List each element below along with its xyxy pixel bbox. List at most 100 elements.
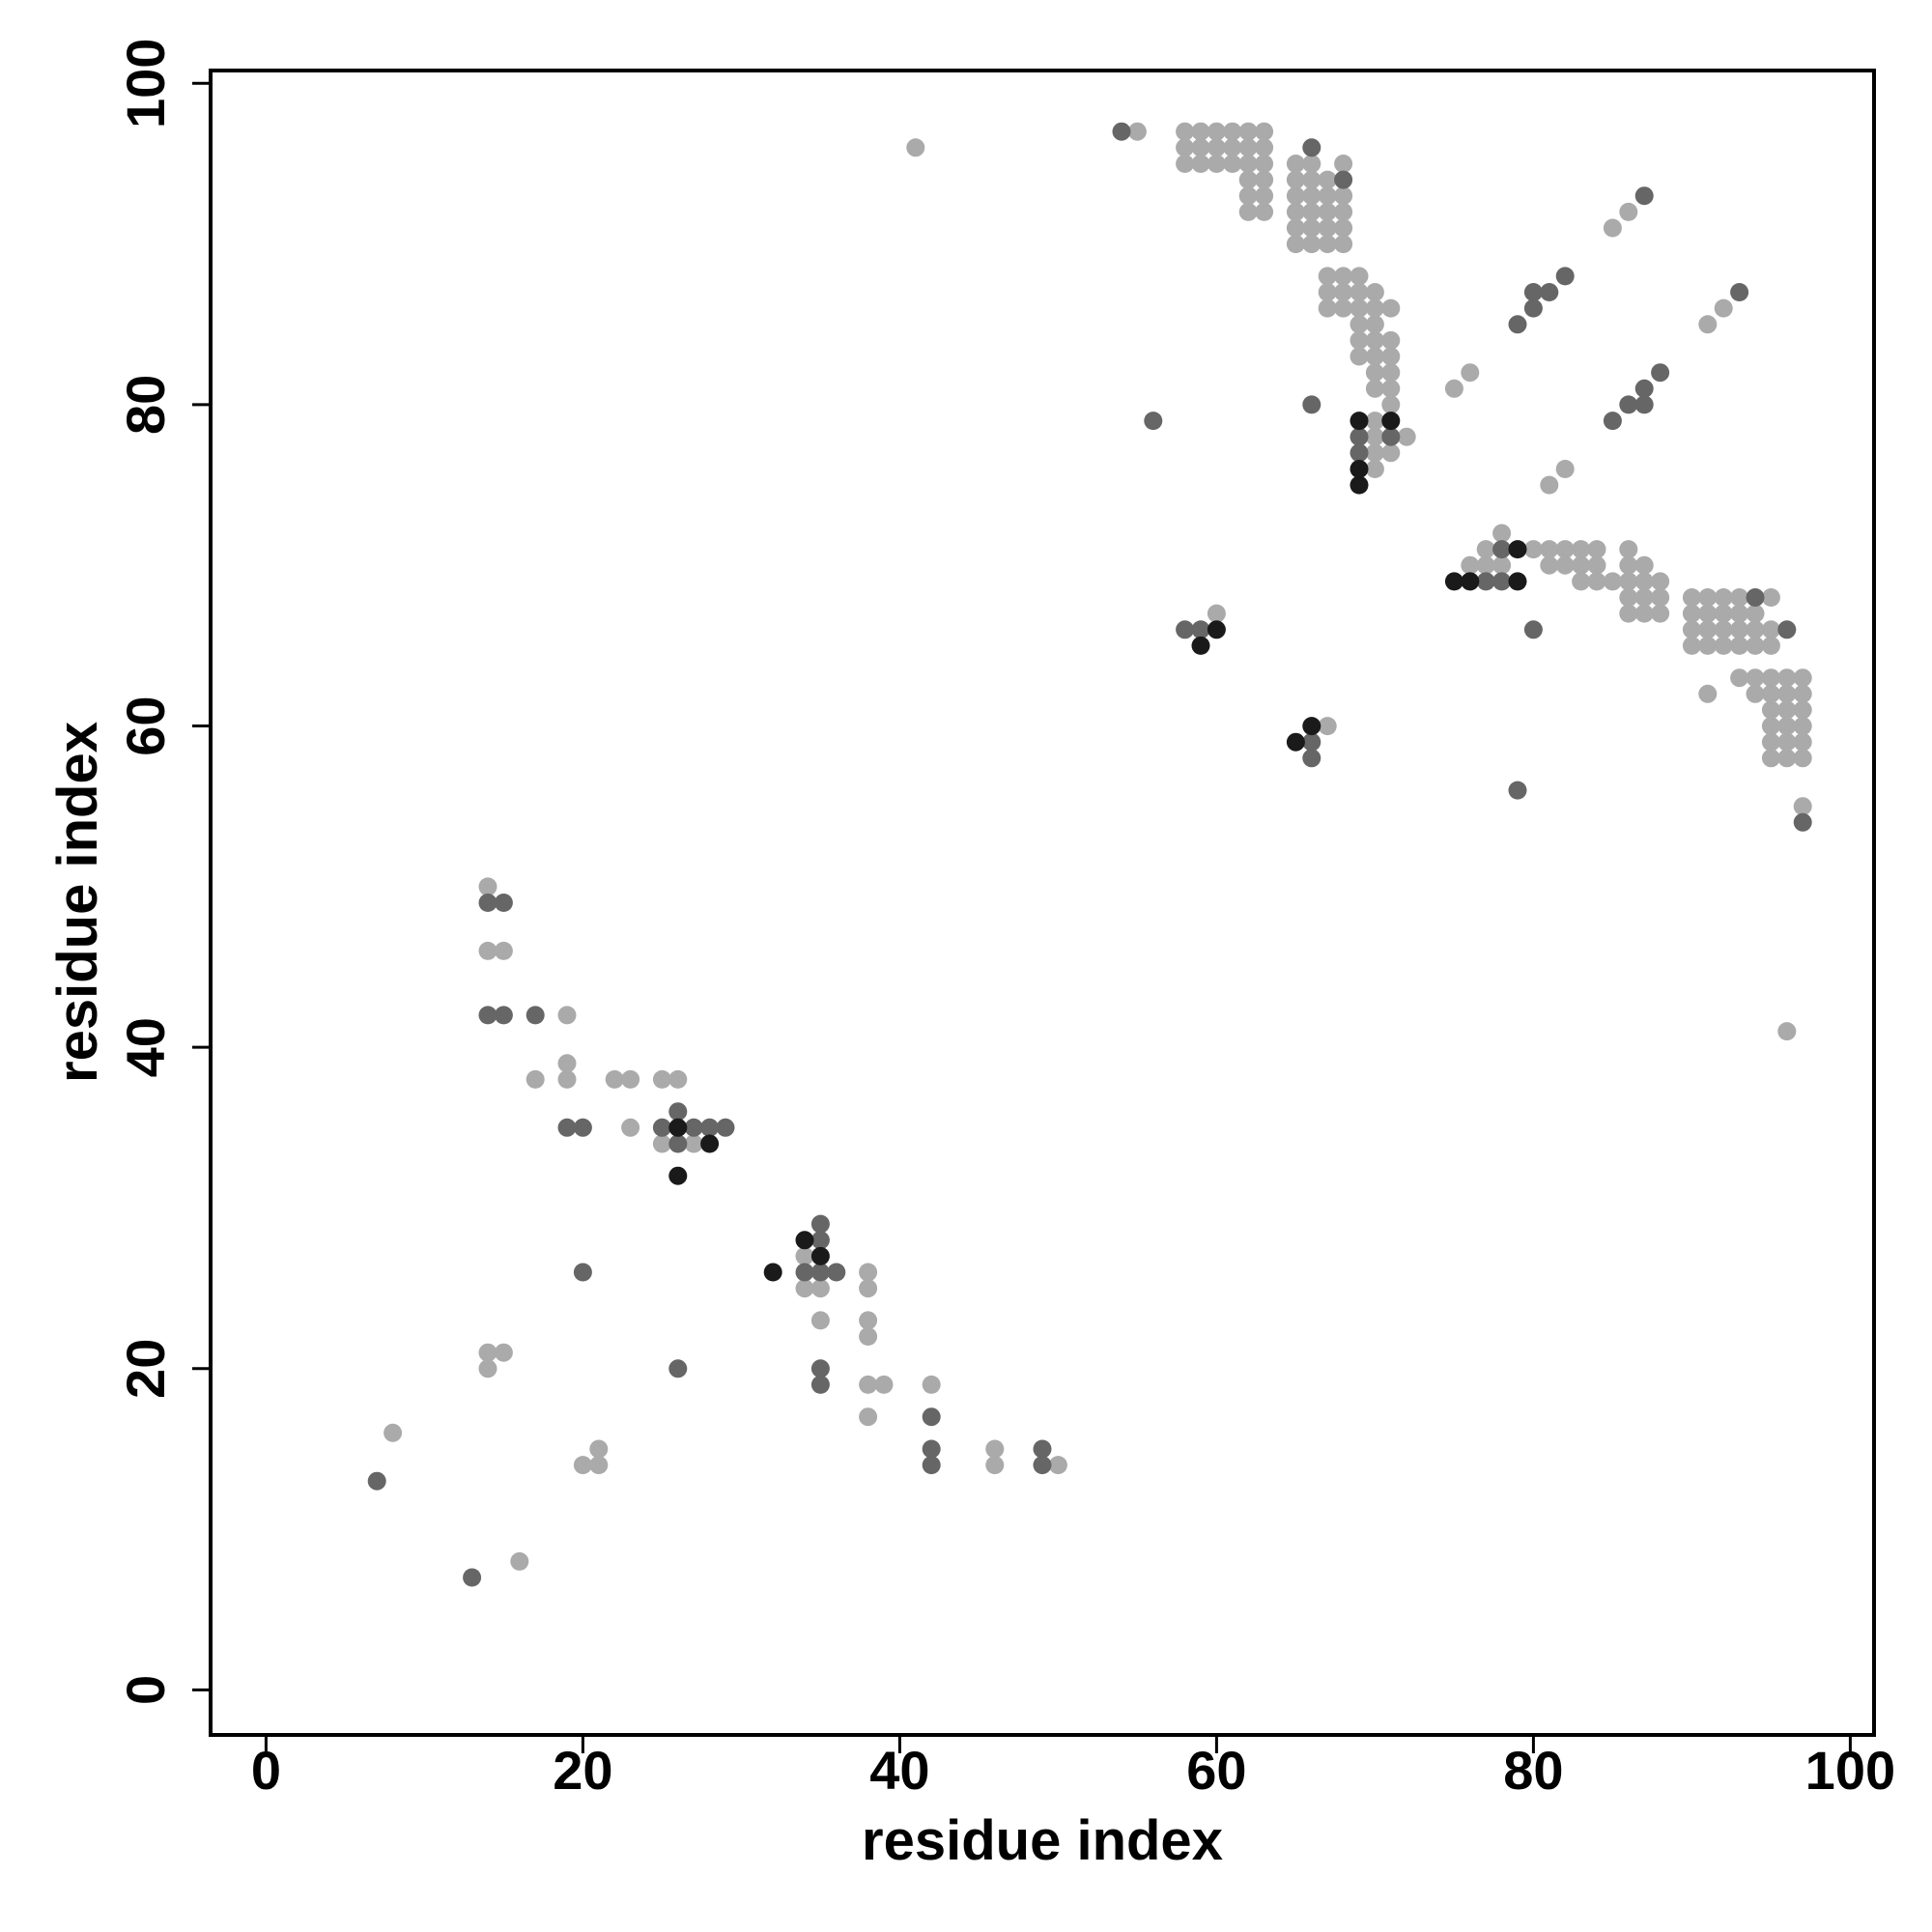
contact-point — [1698, 588, 1718, 607]
contact-point — [1793, 717, 1812, 736]
contact-point — [1191, 122, 1210, 141]
contact-point — [1572, 540, 1591, 559]
contact-point — [526, 1006, 545, 1025]
contact-point — [1112, 122, 1131, 141]
contact-point — [1746, 684, 1765, 703]
contact-point — [827, 1263, 846, 1282]
contact-point — [1381, 363, 1401, 383]
contact-point — [1334, 235, 1353, 254]
contact-point — [557, 1069, 577, 1089]
contact-point — [1634, 186, 1654, 206]
contact-point — [605, 1069, 624, 1089]
contact-point — [1793, 668, 1812, 688]
contact-point — [859, 1407, 878, 1427]
contact-point — [1698, 684, 1718, 703]
contact-point — [1730, 283, 1749, 301]
contact-point — [859, 1263, 878, 1282]
contact-point — [1048, 1456, 1067, 1475]
contact-point — [1350, 298, 1369, 318]
contact-point — [859, 1279, 878, 1298]
contact-point — [684, 1134, 703, 1153]
y-tick-label: 40 — [115, 1017, 176, 1077]
contact-point — [1302, 186, 1321, 206]
contact-point — [1238, 202, 1258, 221]
contact-point — [810, 1263, 830, 1282]
contact-point — [1555, 540, 1575, 559]
contact-point — [1777, 1022, 1797, 1041]
contact-point — [1523, 283, 1543, 301]
contact-point — [621, 1118, 640, 1137]
y-tick-label: 80 — [115, 375, 176, 435]
contact-point — [859, 1327, 878, 1346]
contact-point — [1207, 122, 1226, 141]
contact-point — [1746, 620, 1765, 639]
contact-point — [478, 1006, 497, 1025]
contact-point — [684, 1118, 703, 1137]
contact-point — [1761, 700, 1780, 720]
contact-point — [1603, 218, 1622, 238]
contact-point — [1238, 122, 1258, 141]
contact-point — [1461, 363, 1480, 383]
contact-point — [1302, 218, 1321, 238]
contact-point — [1634, 379, 1654, 398]
contact-point — [1318, 298, 1337, 318]
contact-point — [810, 1231, 830, 1250]
contact-point — [668, 1166, 688, 1185]
contact-point — [1318, 202, 1337, 221]
contact-point — [795, 1246, 814, 1265]
contact-point — [1334, 218, 1353, 238]
contact-point — [652, 1118, 671, 1137]
contact-point — [1365, 283, 1384, 301]
contact-point — [557, 1006, 577, 1025]
contact-point — [1302, 732, 1321, 752]
contact-point — [589, 1456, 609, 1475]
contact-point — [1698, 620, 1718, 639]
contact-point — [1761, 588, 1780, 607]
contact-point — [1127, 122, 1147, 141]
contact-point — [1682, 636, 1701, 655]
contact-point — [1350, 427, 1369, 446]
contact-point — [1730, 636, 1749, 655]
contact-point — [1381, 379, 1401, 398]
contact-point — [1207, 138, 1226, 157]
contact-point — [1365, 460, 1384, 478]
contact-point — [1334, 298, 1353, 318]
contact-point — [1540, 475, 1559, 495]
contact-point — [1461, 572, 1480, 591]
contact-point — [494, 1343, 513, 1362]
contact-point — [1033, 1439, 1052, 1459]
contact-point — [573, 1456, 592, 1475]
contact-point — [1634, 395, 1654, 414]
contact-point — [463, 1568, 482, 1587]
x-tick-label: 60 — [1186, 1740, 1246, 1801]
contact-point — [1286, 218, 1305, 238]
contact-point — [1350, 347, 1369, 366]
contact-point — [1318, 218, 1337, 238]
contact-point — [494, 941, 513, 960]
x-tick-label: 80 — [1503, 1740, 1563, 1801]
contact-point — [1523, 298, 1543, 318]
contact-point — [557, 1118, 577, 1137]
contact-point — [1302, 170, 1321, 189]
contact-point — [1555, 555, 1575, 575]
contact-point — [1207, 155, 1226, 173]
contact-point — [652, 1134, 671, 1153]
contact-point — [1476, 540, 1495, 559]
contact-point — [1334, 155, 1353, 173]
contact-point — [1619, 395, 1638, 414]
contact-point — [1777, 700, 1797, 720]
contact-point — [859, 1311, 878, 1330]
contact-point — [1238, 170, 1258, 189]
contact-point — [1508, 315, 1527, 334]
contact-point — [1223, 138, 1242, 157]
contact-point — [810, 1214, 830, 1234]
contact-point — [1761, 732, 1780, 752]
contact-point — [1318, 235, 1337, 254]
contact-point — [1223, 122, 1242, 141]
contact-point — [1286, 170, 1305, 189]
contact-point — [1444, 379, 1463, 398]
contact-point — [1572, 572, 1591, 591]
contact-point — [1698, 636, 1718, 655]
contact-point — [1191, 620, 1210, 639]
